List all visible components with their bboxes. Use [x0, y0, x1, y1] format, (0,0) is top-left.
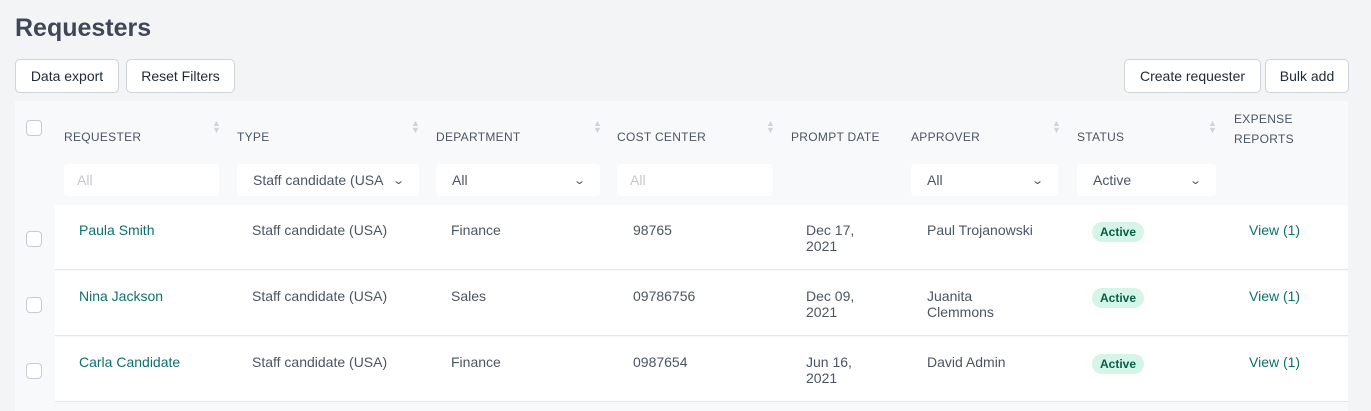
header-line: EXPENSE: [1234, 112, 1293, 126]
approver-line: Paul Trojanowski: [927, 222, 1033, 238]
sort-icon[interactable]: ▲ ▼: [593, 118, 602, 135]
type-filter-select[interactable]: Staff candidate (USA ⌄: [237, 164, 419, 196]
type-cell: Staff candidate (USA): [252, 222, 388, 238]
sort-icon[interactable]: ▲ ▼: [212, 118, 221, 135]
select-value: All: [452, 172, 468, 188]
header-type[interactable]: TYPE: [237, 130, 270, 144]
requester-name-link[interactable]: Nina Jackson: [79, 288, 164, 304]
data-export-button[interactable]: Data export: [15, 59, 119, 93]
row-checkbox[interactable]: [26, 297, 42, 313]
header-expense-reports[interactable]: EXPENSE REPORTS: [1234, 112, 1294, 152]
requester-name-link[interactable]: Paula Smith: [79, 222, 155, 238]
requester-name-link[interactable]: Carla Candidate: [79, 354, 181, 370]
sort-icon[interactable]: ▲ ▼: [766, 118, 775, 135]
view-reports-link[interactable]: View (1): [1249, 354, 1301, 370]
date-line: Jun 16,: [806, 354, 852, 370]
type-cell: Staff candidate (USA): [252, 288, 388, 304]
prompt-date-cell: Dec 17, 2021: [806, 222, 854, 254]
prompt-date-cell: Jun 16, 2021: [806, 354, 852, 386]
header-status[interactable]: STATUS: [1077, 130, 1125, 144]
sort-icon[interactable]: ▲ ▼: [411, 118, 420, 135]
type-cell: Staff candidate (USA): [252, 354, 388, 370]
header-approver[interactable]: APPROVER: [911, 130, 981, 144]
bulk-add-button[interactable]: Bulk add: [1265, 59, 1349, 93]
create-requester-button[interactable]: Create requester: [1124, 59, 1261, 93]
chevron-down-icon: ⌄: [1030, 174, 1044, 187]
chevron-down-icon: ⌄: [572, 174, 586, 187]
cost-center-cell: 0987654: [633, 354, 688, 370]
approver-cell: Juanita Clemmons: [927, 288, 994, 320]
date-line: 2021: [806, 238, 838, 254]
status-badge: Active: [1092, 354, 1145, 374]
row-checkbox[interactable]: [26, 231, 42, 247]
table-row: Paula Smith Staff candidate (USA) Financ…: [55, 205, 1348, 270]
approver-filter-select[interactable]: All ⌄: [911, 164, 1058, 196]
header-department[interactable]: DEPARTMENT: [436, 130, 521, 144]
header-line: REPORTS: [1234, 132, 1294, 146]
date-line: Dec 17,: [806, 222, 855, 238]
select-value: Staff candidate (USA: [253, 172, 384, 188]
select-value: All: [927, 172, 943, 188]
date-line: 2021: [806, 304, 838, 320]
chevron-down-icon: ⌄: [1188, 174, 1202, 187]
department-cell: Finance: [451, 354, 501, 370]
department-filter-select[interactable]: All ⌄: [436, 164, 600, 196]
table-row: Nina Jackson Staff candidate (USA) Sales…: [55, 271, 1348, 336]
header-cost-center[interactable]: COST CENTER: [617, 130, 707, 144]
header-prompt-date[interactable]: PROMPT DATE: [791, 130, 880, 144]
header-requester[interactable]: REQUESTER: [64, 130, 142, 144]
status-badge: Active: [1092, 288, 1145, 308]
approver-line: Juanita: [927, 288, 973, 304]
view-reports-link[interactable]: View (1): [1249, 222, 1301, 238]
sort-icon[interactable]: ▲ ▼: [1052, 118, 1061, 135]
department-cell: Sales: [451, 288, 487, 304]
date-line: 2021: [806, 370, 838, 386]
row-checkbox[interactable]: [26, 363, 42, 379]
cost-center-filter-input[interactable]: All: [617, 164, 773, 196]
approver-cell: Paul Trojanowski: [927, 222, 1033, 238]
prompt-date-cell: Dec 09, 2021: [806, 288, 854, 320]
cost-center-cell: 98765: [633, 222, 672, 238]
page-title: Requesters: [15, 14, 152, 42]
date-line: Dec 09,: [806, 288, 855, 304]
reset-filters-button[interactable]: Reset Filters: [126, 59, 235, 93]
status-badge: Active: [1092, 222, 1145, 242]
cost-center-cell: 09786756: [633, 288, 696, 304]
select-value: Active: [1093, 172, 1132, 188]
chevron-down-icon: ⌄: [391, 174, 405, 187]
sort-icon[interactable]: ▲ ▼: [1208, 118, 1217, 135]
select-all-checkbox[interactable]: [26, 120, 42, 136]
requester-filter-input[interactable]: All: [64, 164, 219, 196]
approver-line: David Admin: [927, 354, 1006, 370]
approver-line: Clemmons: [927, 304, 994, 320]
table-row: Carla Candidate Staff candidate (USA) Fi…: [55, 337, 1348, 402]
requesters-table: REQUESTER ▲ ▼ TYPE ▲ ▼ DEPARTMENT ▲ ▼ COST …: [15, 101, 1348, 411]
department-cell: Finance: [451, 222, 501, 238]
status-filter-select[interactable]: Active ⌄: [1077, 164, 1216, 196]
view-reports-link[interactable]: View (1): [1249, 288, 1301, 304]
approver-cell: David Admin: [927, 354, 1006, 370]
